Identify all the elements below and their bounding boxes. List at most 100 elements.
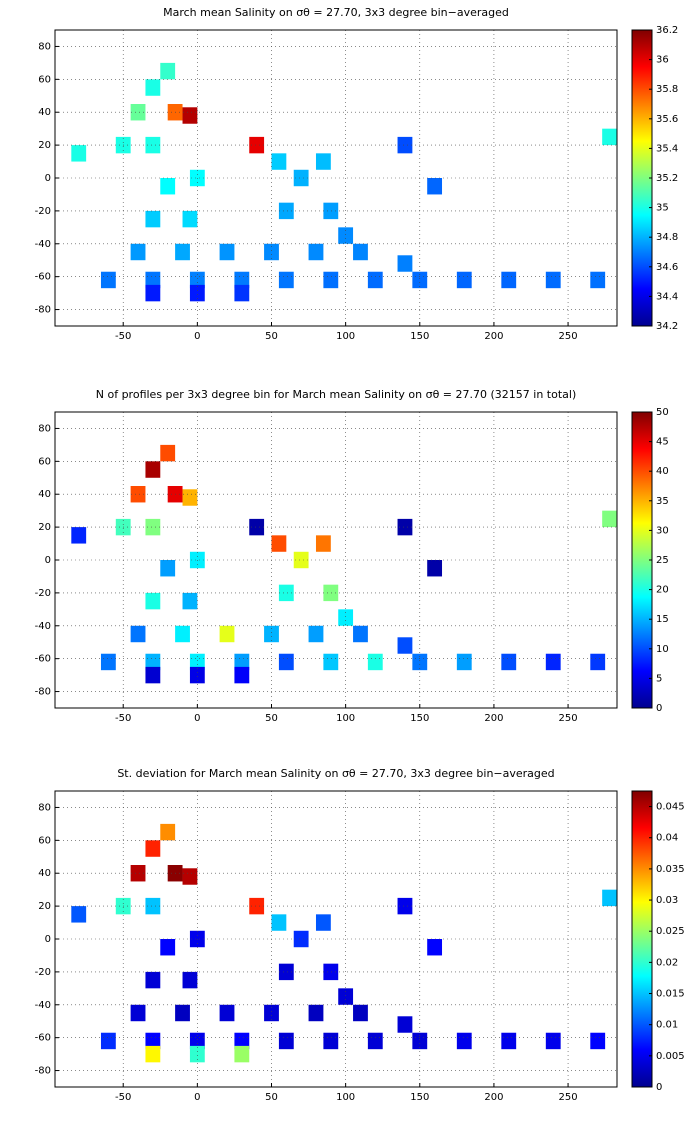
bin-cell — [397, 136, 413, 154]
axes-frame — [54, 29, 618, 327]
bin-cell — [271, 914, 287, 931]
bin-cell — [175, 243, 190, 261]
x-tick-label: 50 — [265, 331, 278, 342]
colorbar-tick-label: 50 — [656, 407, 669, 418]
colorbar-tick-label: 40 — [656, 466, 669, 477]
bin-cell — [271, 535, 287, 552]
y-tick-label: -20 — [35, 206, 51, 217]
y-tick-label: 60 — [38, 74, 51, 85]
colorbar-tick-label: 0.025 — [656, 926, 685, 937]
bin-cell — [397, 518, 413, 536]
bin-cell — [271, 153, 287, 170]
y-tick-label: -60 — [35, 654, 51, 665]
bin-cell — [602, 889, 617, 907]
bin-cell — [249, 897, 265, 915]
bin-cell — [264, 1004, 279, 1022]
bin-cell — [545, 1032, 561, 1050]
x-tick-label: 100 — [336, 331, 355, 342]
colorbar-tick-label: 20 — [656, 585, 669, 596]
bin-cell — [219, 1004, 235, 1022]
x-tick-label: -50 — [115, 331, 131, 342]
y-tick-label: 40 — [38, 107, 51, 118]
bin-cell — [234, 284, 250, 302]
bin-cell — [308, 1004, 324, 1022]
bin-cell — [293, 169, 309, 187]
bin-cell — [145, 840, 161, 857]
colorbar-tick-label: 0.015 — [656, 989, 685, 1000]
bin-cell — [412, 271, 428, 289]
bin-cell — [145, 653, 161, 671]
bin-cell — [71, 145, 87, 162]
bin-cell — [234, 271, 250, 289]
x-tick-label: 250 — [559, 713, 578, 724]
bin-cell — [427, 560, 443, 577]
bin-cell — [189, 271, 205, 289]
bin-cell — [249, 136, 265, 154]
colorbar-tick-label: 30 — [656, 525, 669, 536]
bin-cell — [145, 461, 161, 478]
colorbar-tick-label: 36 — [656, 55, 669, 66]
bin-cell — [278, 584, 294, 602]
y-tick-label: 40 — [38, 868, 51, 879]
colorbar-tick-label: 34.2 — [656, 321, 678, 332]
colorbar-tick-label: 0.04 — [656, 833, 678, 844]
bin-cell — [160, 939, 176, 956]
bin-cell — [175, 625, 190, 643]
bin-cell — [130, 625, 146, 643]
y-tick-label: -20 — [35, 967, 51, 978]
bin-cell — [182, 489, 198, 506]
y-tick-label: 60 — [38, 835, 51, 846]
bin-cell — [427, 939, 443, 956]
bin-cell — [130, 104, 146, 121]
x-tick-label: 0 — [194, 713, 200, 724]
bin-cell — [501, 271, 517, 289]
x-tick-label: 250 — [559, 331, 578, 342]
y-tick-label: 40 — [38, 489, 51, 500]
bin-cell — [397, 255, 413, 272]
bin-cell — [182, 210, 198, 228]
bin-cell — [278, 1032, 294, 1050]
bin-cell — [175, 1004, 190, 1022]
x-tick-label: 200 — [484, 713, 503, 724]
bin-cell — [219, 625, 235, 643]
bin-cell — [189, 653, 205, 671]
bin-cell — [145, 79, 161, 96]
bin-cell — [397, 1016, 413, 1033]
x-tick-label: 200 — [484, 1092, 503, 1103]
y-tick-label: 20 — [38, 901, 51, 912]
x-tick-label: 0 — [194, 1092, 200, 1103]
colorbar-tick-label: 25 — [656, 555, 669, 566]
y-tick-label: 60 — [38, 456, 51, 467]
x-tick-label: 150 — [410, 1092, 429, 1103]
bin-cell — [264, 625, 279, 643]
bin-cell — [160, 178, 176, 195]
bin-cell — [130, 1004, 146, 1022]
colorbar-tick-label: 0.035 — [656, 864, 685, 875]
colorbar-tick-label: 35.6 — [656, 114, 678, 125]
bin-cell — [234, 1045, 250, 1063]
bin-cell — [182, 592, 198, 610]
bin-cell — [545, 653, 561, 671]
bin-cell — [590, 1032, 606, 1050]
bin-cell — [100, 271, 116, 289]
y-tick-label: 0 — [45, 934, 51, 945]
bin-cell — [189, 1045, 205, 1063]
bin-cell — [501, 653, 517, 671]
colorbar-tick-label: 5 — [656, 673, 662, 684]
bin-cell — [293, 930, 309, 948]
bin-cell — [412, 1032, 428, 1050]
bin-cell — [160, 823, 176, 841]
y-tick-label: -40 — [35, 621, 51, 632]
y-tick-label: 0 — [45, 555, 51, 566]
bin-cell — [182, 868, 198, 885]
bin-cell — [590, 271, 606, 289]
bin-cell — [323, 271, 339, 289]
y-tick-label: -60 — [35, 272, 51, 283]
y-tick-label: -40 — [35, 1000, 51, 1011]
bin-cell — [219, 243, 235, 261]
bin-cell — [412, 653, 428, 671]
bin-cell — [323, 202, 339, 220]
bin-cell — [234, 666, 250, 684]
bin-cell — [315, 914, 331, 931]
